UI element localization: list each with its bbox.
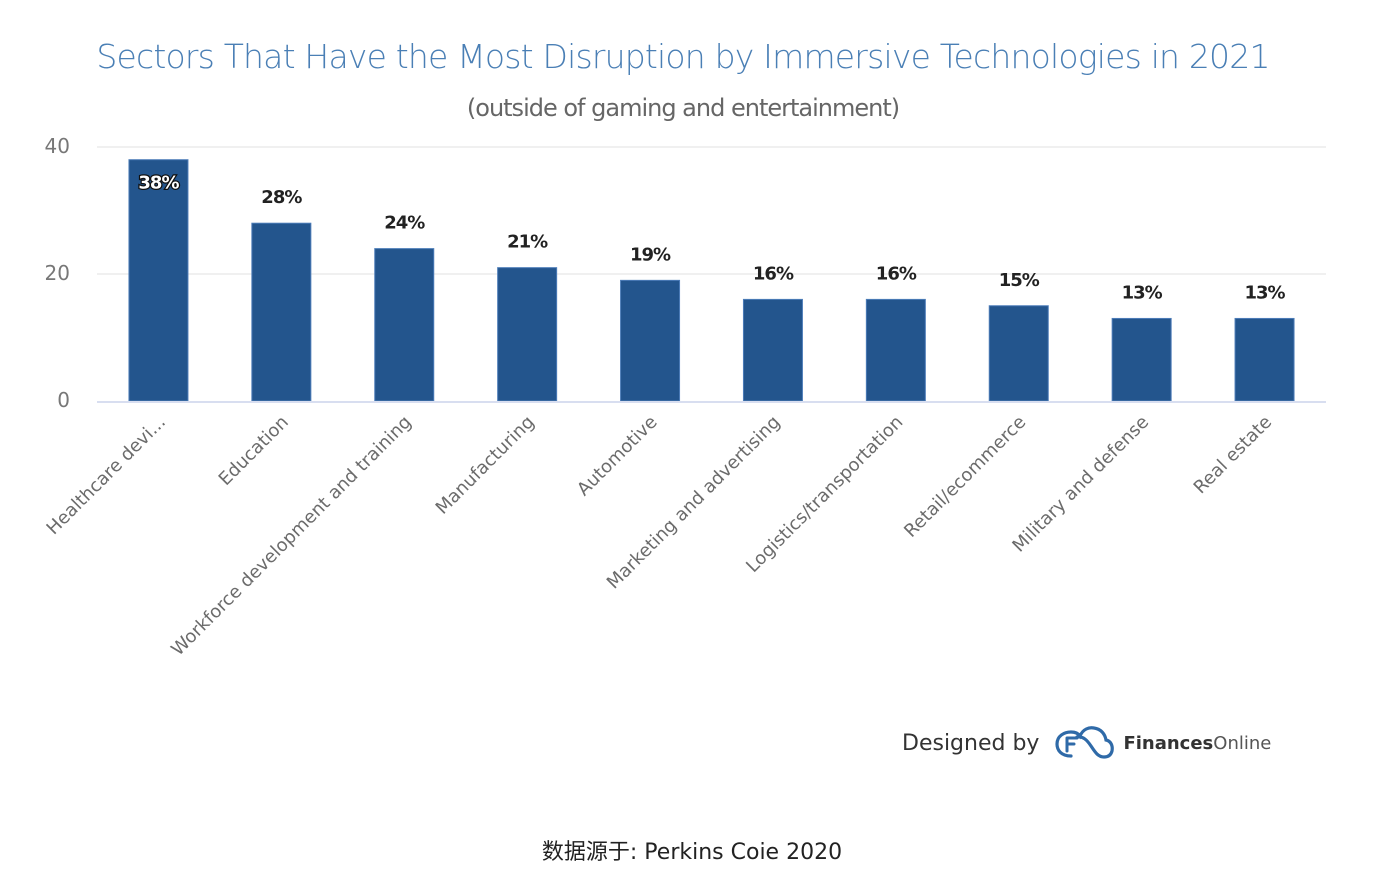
data-label: 21% [507,232,548,253]
bar [1234,317,1295,402]
brand-name-light: Online [1213,732,1272,754]
data-label: 19% [630,244,671,265]
data-label: 13% [1245,282,1286,303]
bar [128,159,189,402]
bar [865,298,926,402]
financesonline-cloud-logo-icon [1055,726,1115,759]
bar [1111,317,1172,402]
bar [988,305,1049,402]
y-tick-label: 0 [57,388,70,412]
chart-subtitle: (outside of gaming and entertainment) [467,94,899,122]
designed-by-label: Designed by [902,730,1040,756]
data-label: 13% [1122,282,1163,303]
data-labels: 38% 28% 24% 21% 19% 16% 16% 15% 13% 13% [137,171,1286,303]
y-tick-label: 20 [45,261,70,285]
bar [742,298,803,402]
x-tick-label: Retail/ecommerce [900,412,1030,542]
designed-by-credit: Designed by Finances Online [902,726,1271,760]
y-tick-label: 40 [45,134,70,158]
x-tick-label: Manufacturing [432,412,539,519]
x-tick-label: Automotive [573,412,661,500]
bar [620,279,681,402]
data-label: 24% [384,213,425,234]
brand-name-bold: Finances [1123,732,1214,754]
y-axis-ticks: 0 20 40 [45,134,70,412]
x-tick-label: Workforce development and training [167,412,415,660]
data-label: 16% [753,263,794,284]
data-label: 28% [261,187,302,208]
bars [128,159,1295,402]
data-label: 16% [876,263,917,284]
x-tick-label: Education [215,412,293,490]
chart-title: Sectors That Have the Most Disruption by… [96,37,1269,76]
data-label: 38% [138,173,179,194]
bar [497,267,558,402]
data-label: 15% [999,270,1040,291]
bar [251,222,312,402]
x-tick-label: Real estate [1190,412,1276,498]
data-source-note: 数据源于: Perkins Coie 2020 [541,840,843,865]
x-tick-label: Military and defense [1008,412,1153,557]
x-tick-label: Healthcare devi... [43,412,170,539]
bar [374,248,435,402]
